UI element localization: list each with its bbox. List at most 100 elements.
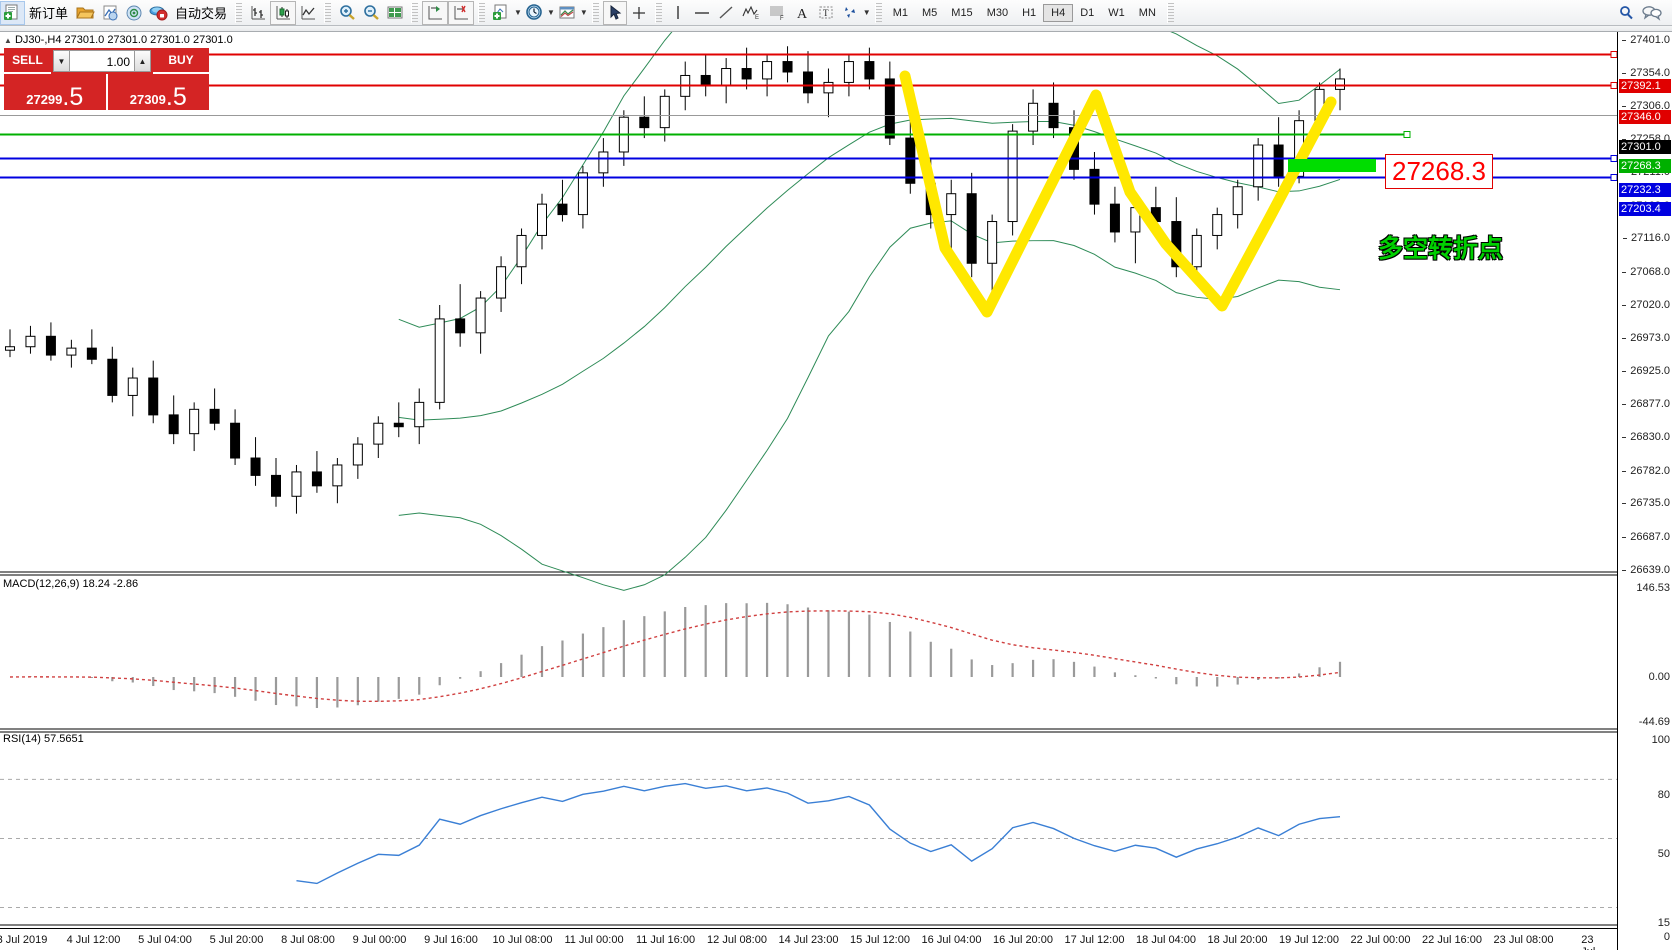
time-axis-tick: 5 Jul 04:00 <box>138 934 192 946</box>
price-axis-tick: 26687.0 <box>1622 531 1670 543</box>
time-axis-tick: 9 Jul 16:00 <box>424 934 478 946</box>
price-axis-tick: 26925.0 <box>1622 365 1670 377</box>
shapes-dropdown-caret-icon[interactable]: ▼ <box>862 8 871 17</box>
time-axis-tick: 5 Jul 20:00 <box>209 934 264 946</box>
text-icon[interactable]: A <box>790 1 814 25</box>
price-axis-tick: 27116.0 <box>1623 232 1670 244</box>
crosshair-icon[interactable] <box>627 1 651 25</box>
print-preview-icon[interactable] <box>98 1 122 25</box>
timeframe-m15[interactable]: M15 <box>951 6 973 19</box>
search-icon[interactable] <box>1614 1 1638 25</box>
price-axis-tick: 26639.0 <box>1622 564 1670 576</box>
time-axis-tick: 23 Jul 08:00 <box>1493 934 1554 946</box>
indicator-dropdown-caret-icon[interactable]: ▼ <box>514 8 522 17</box>
chart-plot-area[interactable] <box>0 32 1617 950</box>
timeframe-m1[interactable]: M1 <box>892 6 908 19</box>
templates-dropdown-caret-icon[interactable]: ▼ <box>579 8 588 17</box>
elliott-wave-icon[interactable]: E <box>738 1 764 25</box>
fibonacci-icon[interactable]: F <box>764 1 790 25</box>
time-axis-tick: 23 Jul 20:30 <box>1581 934 1595 950</box>
svg-text:A: A <box>797 7 808 21</box>
timeframe-m30[interactable]: M30 <box>986 6 1009 19</box>
macd-axis-tick: -44.69 <box>1638 716 1670 728</box>
sell-price[interactable]: 27299 .5 <box>4 74 108 110</box>
data-window-icon[interactable] <box>383 1 407 25</box>
shift-end-icon[interactable] <box>422 0 449 25</box>
sell-price-fraction: .5 <box>62 83 84 111</box>
horizontal-line-icon[interactable] <box>690 1 714 25</box>
folder-icon[interactable] <box>72 1 98 25</box>
price-level-badge[interactable]: 27346.0 <box>1619 110 1671 124</box>
timeframe-mn[interactable]: MN <box>1138 6 1156 19</box>
price-level-badge[interactable]: 27268.3 <box>1619 159 1671 173</box>
time-axis-tick: 22 Jul 16:00 <box>1422 934 1482 946</box>
main-toolbar: 新订单 自动交易 ▼ ▼ <box>0 0 1672 26</box>
timeframe-d1[interactable]: D1 <box>1080 6 1095 19</box>
shapes-icon[interactable] <box>838 1 862 25</box>
zoom-out-icon[interactable] <box>359 1 383 25</box>
timeframe-h1[interactable]: H1 <box>1022 6 1037 19</box>
price-tag-label: 27268.3 <box>1385 154 1493 189</box>
autotrading-icon[interactable] <box>146 1 171 25</box>
buy-price-fraction: .5 <box>165 83 187 111</box>
period-clock-icon[interactable] <box>522 1 546 25</box>
sell-button[interactable]: SELL <box>4 48 51 74</box>
one-click-trading-panel[interactable]: SELL ▼ 1.00 ▲ BUY 27299 .5 27309 .5 <box>4 48 209 110</box>
zigzag-annotation <box>899 70 1337 318</box>
svg-text:F: F <box>780 16 784 21</box>
time-axis[interactable]: 3 Jul 2019 4 Jul 12:00 5 Jul 04:00 5 Jul 20… <box>0 928 1617 950</box>
price-level-badge[interactable]: 27301.0 <box>1619 140 1671 154</box>
buy-price[interactable]: 27309 .5 <box>108 74 210 110</box>
toolbar-separator-7 <box>874 2 882 23</box>
price-level-badge[interactable]: 27203.4 <box>1619 202 1671 216</box>
add-indicator-icon[interactable] <box>489 1 513 25</box>
price-level-badge[interactable]: 27232.3 <box>1619 183 1671 197</box>
timeframe-w1[interactable]: W1 <box>1108 6 1125 19</box>
bar-chart-icon[interactable] <box>246 1 270 25</box>
volume-input[interactable]: 1.00 <box>70 50 134 72</box>
text-label-icon[interactable]: T <box>814 1 838 25</box>
network-icon[interactable] <box>122 1 146 25</box>
price-level-badge[interactable]: 27392.1 <box>1619 79 1671 93</box>
auto-scroll-icon[interactable] <box>448 0 475 25</box>
buy-button[interactable]: BUY <box>153 48 209 74</box>
candlestick-icon[interactable] <box>270 0 297 25</box>
macd-axis-tick: 0.00 <box>1648 671 1670 683</box>
chat-icon[interactable] <box>1638 1 1666 25</box>
time-axis-tick: 17 Jul 12:00 <box>1064 934 1125 946</box>
trade-panel-price-row: 27299 .5 27309 .5 <box>4 74 209 110</box>
caret-up-icon[interactable]: ▲ <box>134 50 151 72</box>
new-order-icon[interactable] <box>0 0 25 25</box>
rsi-axis-tick: 0 <box>1663 931 1670 943</box>
zoom-in-icon[interactable] <box>335 1 359 25</box>
toolbar-separator-2 <box>324 2 332 23</box>
trendline-icon[interactable] <box>714 1 738 25</box>
price-axis-tick: 26782.0 <box>1622 465 1670 477</box>
collapse-triangle-icon[interactable]: ▲ <box>4 36 12 45</box>
line-chart-icon[interactable] <box>296 1 320 25</box>
time-axis-tick: 18 Jul 20:00 <box>1207 934 1268 946</box>
autotrading-label[interactable]: 自动交易 <box>175 6 228 21</box>
new-order-label[interactable]: 新订单 <box>29 6 69 21</box>
chart-text-annotation: 多空转折点 <box>1378 234 1504 263</box>
rsi-axis-tick: 80 <box>1657 789 1670 801</box>
templates-icon[interactable] <box>555 1 579 25</box>
period-dropdown-caret-icon[interactable]: ▼ <box>546 8 555 17</box>
chart-canvas[interactable]: ▲ DJ30-,H4 27301.0 27301.0 27301.0 27301… <box>0 32 1672 950</box>
time-axis-tick: 9 Jul 00:00 <box>352 934 407 946</box>
price-axis-tick: 26735.0 <box>1622 497 1670 509</box>
time-axis-tick: 22 Jul 00:00 <box>1350 934 1411 946</box>
time-axis-tick: 8 Jul 08:00 <box>281 934 335 946</box>
buy-price-integer: 27309 <box>129 92 166 107</box>
vertical-line-icon[interactable] <box>666 1 690 25</box>
timeframe-m5[interactable]: M5 <box>922 6 938 19</box>
toolbar-separator-3 <box>411 2 419 23</box>
time-axis-tick: 18 Jul 04:00 <box>1136 934 1196 946</box>
chart-symbol-header: ▲ DJ30-,H4 27301.0 27301.0 27301.0 27301… <box>4 34 233 46</box>
price-axis[interactable]: 27401.027354.027306.027258.027211.027163… <box>1617 32 1672 950</box>
timeframe-h4[interactable]: H4 <box>1043 3 1074 22</box>
caret-down-icon[interactable]: ▼ <box>53 50 70 72</box>
cursor-icon[interactable] <box>602 0 627 25</box>
svg-text:E: E <box>755 15 759 21</box>
volume-stepper[interactable]: ▼ 1.00 ▲ <box>51 48 153 74</box>
